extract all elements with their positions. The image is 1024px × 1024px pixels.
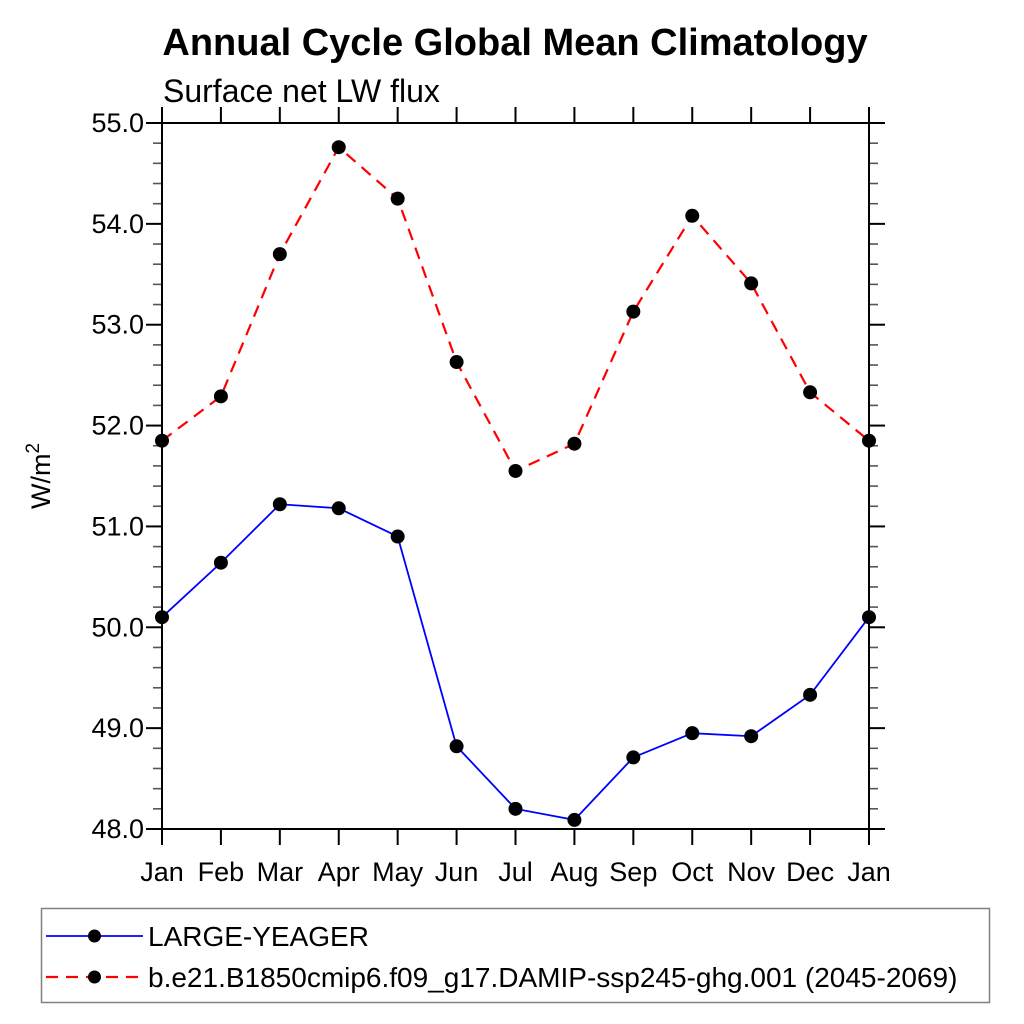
legend-entry-ghg-run: b.e21.B1850cmip6.f09_g17.DAMIP-ssp245-gh… bbox=[46, 962, 957, 993]
plot-border bbox=[161, 122, 870, 830]
data-point-marker bbox=[449, 739, 464, 754]
y-axis-label: W/m2 bbox=[23, 443, 56, 509]
x-tick-label: Jun bbox=[435, 857, 479, 887]
series-line-1 bbox=[161, 145, 870, 473]
y-tick-label: 51.0 bbox=[91, 511, 144, 541]
legend-label-large-yeager: LARGE-YEAGER bbox=[148, 921, 369, 952]
data-point-marker bbox=[155, 433, 169, 448]
data-point-marker bbox=[862, 610, 876, 625]
legend-marker-dot-icon bbox=[88, 929, 101, 943]
x-tick-label: Jan bbox=[140, 857, 184, 887]
y-tick-label: 54.0 bbox=[91, 209, 144, 239]
data-point-marker bbox=[744, 276, 759, 291]
y-tick-label: 52.0 bbox=[91, 411, 144, 441]
x-tick-label: Nov bbox=[727, 857, 776, 887]
y-tick-label: 55.0 bbox=[91, 108, 144, 138]
data-point-marker bbox=[390, 191, 405, 206]
x-tick-label: Jul bbox=[498, 857, 533, 887]
legend: LARGE-YEAGER b.e21.B1850cmip6.f09_g17.DA… bbox=[40, 907, 991, 1004]
y-tick-label: 50.0 bbox=[91, 612, 144, 642]
data-point-marker bbox=[567, 436, 582, 451]
data-point-marker bbox=[390, 529, 405, 544]
chart-subtitle: Surface net LW flux bbox=[163, 73, 440, 109]
data-point-marker bbox=[213, 389, 228, 404]
data-point-marker bbox=[862, 433, 876, 448]
x-tick-label: Aug bbox=[550, 857, 598, 887]
data-point-marker bbox=[685, 726, 700, 741]
chart-title: Annual Cycle Global Mean Climatology bbox=[162, 22, 867, 64]
data-point-marker bbox=[626, 304, 641, 319]
x-tick-label: Apr bbox=[318, 857, 360, 887]
y-tick-label: 49.0 bbox=[91, 713, 144, 743]
x-tick-label: Sep bbox=[609, 857, 657, 887]
data-point-marker bbox=[272, 497, 287, 512]
x-tick-label: Dec bbox=[786, 857, 834, 887]
legend-marker-dot-icon bbox=[88, 970, 101, 984]
data-point-marker bbox=[744, 729, 759, 744]
data-point-marker bbox=[508, 801, 523, 816]
data-point-marker bbox=[449, 355, 464, 370]
data-series bbox=[155, 140, 876, 827]
data-point-marker bbox=[803, 687, 818, 702]
data-point-marker bbox=[803, 385, 818, 400]
legend-entry-large-yeager: LARGE-YEAGER bbox=[46, 921, 369, 952]
data-point-marker bbox=[331, 501, 346, 516]
y-tick-label: 48.0 bbox=[91, 814, 144, 844]
y-tick-label: 53.0 bbox=[91, 310, 144, 340]
legend-label-ghg-run: b.e21.B1850cmip6.f09_g17.DAMIP-ssp245-gh… bbox=[148, 962, 957, 993]
data-point-marker bbox=[331, 140, 346, 155]
x-tick-label: Oct bbox=[671, 857, 714, 887]
x-tick-label: Jan bbox=[847, 857, 891, 887]
series-line-0 bbox=[161, 503, 870, 821]
data-point-marker bbox=[272, 247, 287, 262]
data-point-marker bbox=[685, 208, 700, 223]
axes: Jan Feb Mar Apr May Jun Jul Aug Sep Oct Nov Dec Jan 4… bbox=[91, 107, 891, 887]
x-tick-label: Mar bbox=[257, 857, 304, 887]
x-tick-label: Feb bbox=[198, 857, 245, 887]
data-point-marker bbox=[155, 610, 169, 625]
data-point-marker bbox=[213, 555, 228, 570]
x-tick-label: May bbox=[372, 857, 424, 887]
legend-box bbox=[40, 907, 991, 1004]
data-point-marker bbox=[567, 812, 582, 827]
data-point-marker bbox=[508, 463, 523, 478]
data-point-marker bbox=[626, 750, 641, 765]
